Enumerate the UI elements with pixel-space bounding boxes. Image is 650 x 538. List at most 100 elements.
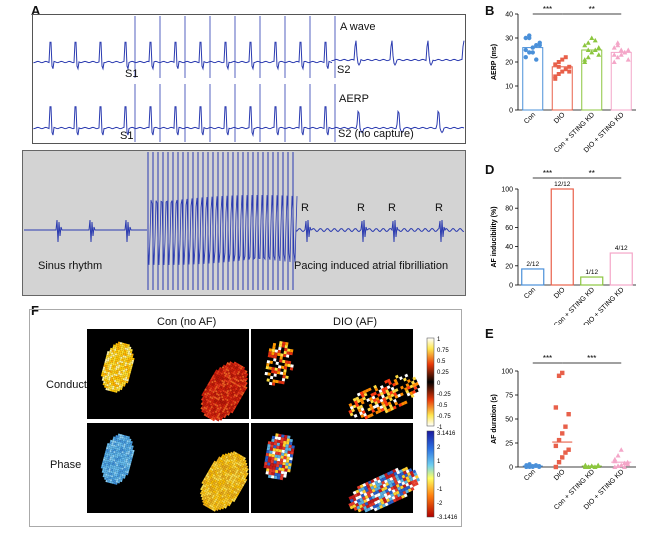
blob-con-phase-1 [100, 433, 135, 485]
data-point [615, 42, 621, 48]
s1-bottom-label: S1 [120, 130, 134, 142]
data-point [556, 373, 562, 378]
colorbar-conduct-tick: -0.75 [437, 414, 451, 420]
colorbar-conduct [426, 337, 435, 427]
data-point [556, 60, 561, 64]
data-point [524, 463, 529, 468]
blob-dio-phase-1 [263, 433, 295, 481]
data-point [523, 35, 528, 41]
data-point [523, 47, 528, 53]
y-axis-title: AF inducibility (%) [491, 206, 498, 267]
significance-label: *** [543, 354, 552, 363]
bar-label: 2/12 [526, 261, 539, 268]
panel-f-maps: 10.750.50.250-0.25-0.5-0.75-13.1416210-1… [87, 329, 458, 521]
data-point [556, 64, 561, 69]
panel-label-a: A [31, 3, 41, 18]
significance-label: *** [543, 169, 552, 178]
y-tick-label: 0 [509, 283, 513, 290]
bar [580, 276, 604, 286]
colorbar-conduct-tick: 0.25 [437, 370, 449, 376]
data-point [530, 465, 535, 469]
colorbar-conduct-tick: -0.5 [437, 403, 448, 409]
bar [521, 268, 545, 286]
trace-a-wave-paced [33, 41, 333, 71]
x-category-label: Con [523, 111, 537, 125]
panel-a: A wave S1 S2 AERP S1 S2 (no capture) [32, 14, 466, 144]
data-point [586, 464, 592, 469]
colorbar-conduct-tick: -1 [437, 425, 443, 431]
data-point [589, 35, 595, 40]
data-point [622, 49, 628, 55]
data-point [560, 455, 565, 460]
x-category-label: DIO [553, 111, 567, 125]
data-point [611, 52, 617, 57]
colorbar-conduct-tick: 0.5 [437, 359, 446, 365]
significance-label: ** [589, 6, 595, 14]
data-point [596, 52, 602, 57]
data-point [553, 464, 559, 470]
pacing-envelope [147, 194, 298, 266]
data-point [592, 47, 598, 52]
data-point [582, 59, 588, 64]
aerp-label: AERP [339, 93, 369, 105]
data-point [567, 69, 572, 74]
y-tick-label: 40 [505, 244, 513, 251]
data-point [553, 62, 558, 67]
r-label-1: R [301, 202, 309, 214]
y-tick-label: 80 [505, 206, 513, 213]
col-dio-label: DIO (AF) [333, 316, 377, 328]
colorbar-phase-tick: 2 [437, 445, 441, 451]
panel-label-e: E [485, 326, 494, 341]
significance-label: *** [543, 6, 552, 14]
a-wave-label: A wave [340, 21, 376, 33]
data-point [625, 57, 631, 62]
data-point [585, 54, 591, 60]
data-point [523, 55, 528, 60]
panel-c-trace [22, 150, 466, 296]
data-point [615, 463, 621, 469]
sinus-rhythm-label: Sinus rhythm [38, 260, 103, 272]
blob-dio-conduct-2 [348, 373, 421, 420]
data-point [527, 464, 532, 469]
bar [550, 188, 574, 286]
data-point [527, 50, 532, 55]
x-category-label: Con [523, 286, 537, 300]
trace-aerp-s2 [331, 109, 465, 134]
s2-no-capture-label: S2 (no capture) [338, 128, 414, 140]
bar-label: 4/12 [615, 245, 628, 252]
colorbar-phase-tick: 3.1416 [437, 431, 456, 437]
y-tick-label: 25 [505, 441, 513, 448]
bar [609, 252, 633, 286]
y-tick-label: 0 [509, 465, 513, 472]
data-point [563, 450, 568, 455]
data-point [563, 67, 568, 72]
data-point [618, 447, 624, 452]
data-point [556, 437, 562, 443]
y-axis-title: AERP (ms) [491, 44, 498, 80]
data-point [560, 57, 565, 62]
data-point [560, 69, 565, 74]
colorbar-phase-tick: 0 [437, 473, 441, 479]
data-point [625, 47, 631, 52]
data-point [582, 462, 588, 468]
data-point [533, 464, 538, 469]
panel-label-d: D [485, 162, 495, 177]
blob-dio-conduct-1 [264, 340, 295, 387]
x-category-label: DIO [553, 468, 567, 482]
data-point [582, 57, 588, 62]
panel-a-traces [32, 14, 466, 144]
data-point [612, 458, 618, 464]
x-category-label: DIO [553, 286, 567, 300]
y-tick-label: 50 [505, 417, 513, 424]
colorbar-phase-tick: 1 [437, 459, 441, 465]
colorbar-conduct-tick: 0.75 [437, 348, 449, 354]
s2-top-label: S2 [337, 64, 351, 76]
data-point [566, 447, 571, 452]
data-point [553, 443, 559, 449]
bar-label: 1/12 [585, 269, 598, 276]
panel-c: Sinus rhythm Pacing induced atrial fibri… [22, 150, 466, 296]
panel-d-chart: 0 20 40 60 80 100 AF inducibility (%) 2/12 12/12… [491, 169, 636, 325]
data-point [560, 370, 565, 376]
data-point [589, 463, 595, 469]
